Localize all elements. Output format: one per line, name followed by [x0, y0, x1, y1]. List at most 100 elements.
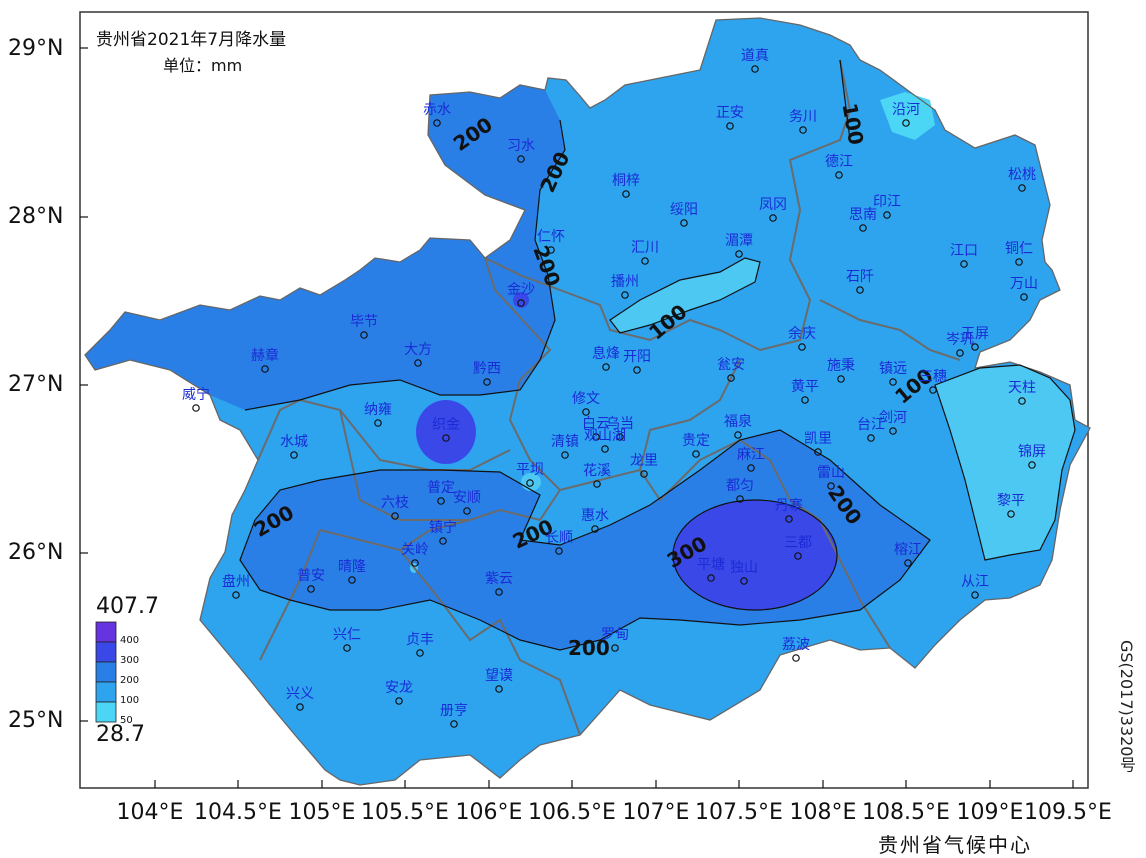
station-marker — [856, 286, 864, 294]
station-marker — [611, 644, 619, 652]
station-label: 松桃 — [1008, 167, 1036, 183]
station-marker — [883, 211, 891, 219]
station-markers — [192, 65, 1036, 728]
station-marker — [971, 591, 979, 599]
station-label: 从江 — [961, 574, 989, 590]
zone-200-300-nw — [85, 85, 565, 410]
station-marker — [960, 260, 968, 268]
station-label: 独山 — [730, 560, 758, 576]
legend-max-value: 407.7 — [96, 594, 159, 619]
station-marker — [483, 378, 491, 386]
station-label: 锦屏 — [1018, 444, 1046, 460]
station-marker — [602, 363, 610, 371]
station-label: 玉屏 — [961, 326, 989, 342]
station-label: 清镇 — [551, 434, 579, 450]
station-marker — [591, 525, 599, 533]
station-marker — [1018, 184, 1026, 192]
station-marker — [902, 119, 910, 127]
station-label: 道真 — [741, 48, 769, 64]
lat-label-25: 25°N — [8, 708, 64, 733]
station-label: 黎平 — [997, 493, 1025, 509]
contour-100-east — [934, 364, 1076, 561]
station-marker — [437, 497, 445, 505]
station-marker — [1020, 293, 1028, 301]
station-marker — [1018, 397, 1026, 405]
station-label: 福泉 — [724, 414, 752, 430]
station-label: 普安 — [297, 568, 325, 584]
station-label: 榕江 — [894, 542, 922, 558]
station-label: 汇川 — [631, 240, 659, 256]
station-label: 剑河 — [879, 410, 907, 426]
station-marker — [547, 246, 555, 254]
station-label: 施秉 — [827, 358, 855, 374]
legend-swatch-50 — [95, 701, 117, 723]
legend-tick-300: 300 — [120, 655, 140, 666]
station-marker — [374, 419, 382, 427]
lon-label-105-5: 105.5°E — [361, 800, 449, 825]
lon-label-108: 108°E — [789, 800, 857, 825]
station-marker — [360, 331, 368, 339]
station-label: 修文 — [572, 391, 600, 407]
station-marker — [622, 190, 630, 198]
station-label: 镇宁 — [429, 520, 457, 536]
legend-bar — [95, 621, 117, 723]
lon-label-106: 106°E — [455, 800, 523, 825]
station-marker — [726, 122, 734, 130]
station-marker — [348, 576, 356, 584]
legend-swatch-300 — [95, 641, 117, 663]
station-marker — [680, 219, 688, 227]
station-marker — [769, 214, 777, 222]
contour-label-200-luodian: 200 — [568, 636, 610, 660]
station-label: 黄平 — [791, 379, 819, 395]
station-label: 桐梓 — [612, 173, 640, 189]
station-label: 播州 — [611, 274, 639, 290]
station-label: 湄潭 — [725, 233, 753, 249]
axis-ticks — [80, 47, 1074, 788]
station-marker — [517, 155, 525, 163]
station-label: 金沙 — [507, 282, 535, 298]
station-label: 册亨 — [440, 703, 468, 719]
station-marker — [296, 703, 304, 711]
station-label: 仁怀 — [537, 229, 565, 245]
lon-label-107: 107°E — [622, 800, 690, 825]
zone-lt100-meitan — [610, 258, 760, 333]
station-marker — [751, 65, 759, 73]
station-marker — [835, 171, 843, 179]
station-marker — [692, 450, 700, 458]
station-marker — [592, 433, 600, 441]
station-label: 正安 — [716, 105, 744, 121]
station-label: 紫云 — [485, 571, 513, 587]
map-title: 贵州省2021年7月降水量 — [96, 30, 287, 50]
station-label: 绥阳 — [670, 202, 698, 218]
station-label: 都匀 — [726, 478, 754, 494]
station-marker — [395, 697, 403, 705]
contour-200-south — [239, 429, 931, 651]
station-marker — [929, 386, 937, 394]
station-label: 凤冈 — [759, 197, 787, 213]
station-marker — [442, 434, 450, 442]
station-label: 石阡 — [846, 269, 874, 285]
station-label: 六枝 — [381, 495, 409, 511]
station-marker — [735, 250, 743, 258]
lon-label-108-5: 108.5°E — [862, 800, 950, 825]
station-marker — [859, 224, 867, 232]
legend-tick-50: 50 — [120, 715, 133, 726]
station-label: 瓮安 — [717, 357, 745, 373]
station-label: 普定 — [427, 480, 455, 496]
station-marker — [740, 577, 748, 585]
station-marker — [734, 431, 742, 439]
contour-lines — [239, 59, 1076, 651]
station-label: 关岭 — [401, 542, 429, 558]
station-label: 丹寨 — [775, 498, 803, 514]
lon-label-106-5: 106.5°E — [528, 800, 616, 825]
station-label: 雷山 — [817, 465, 845, 481]
station-marker — [889, 427, 897, 435]
lon-label-105: 105°E — [288, 800, 356, 825]
station-label: 威宁 — [182, 387, 210, 403]
station-label: 兴义 — [286, 686, 314, 702]
lon-label-107-5: 107.5°E — [695, 800, 783, 825]
station-label: 大方 — [404, 342, 432, 358]
station-marker — [801, 396, 809, 404]
station-label: 沿河 — [892, 102, 920, 118]
